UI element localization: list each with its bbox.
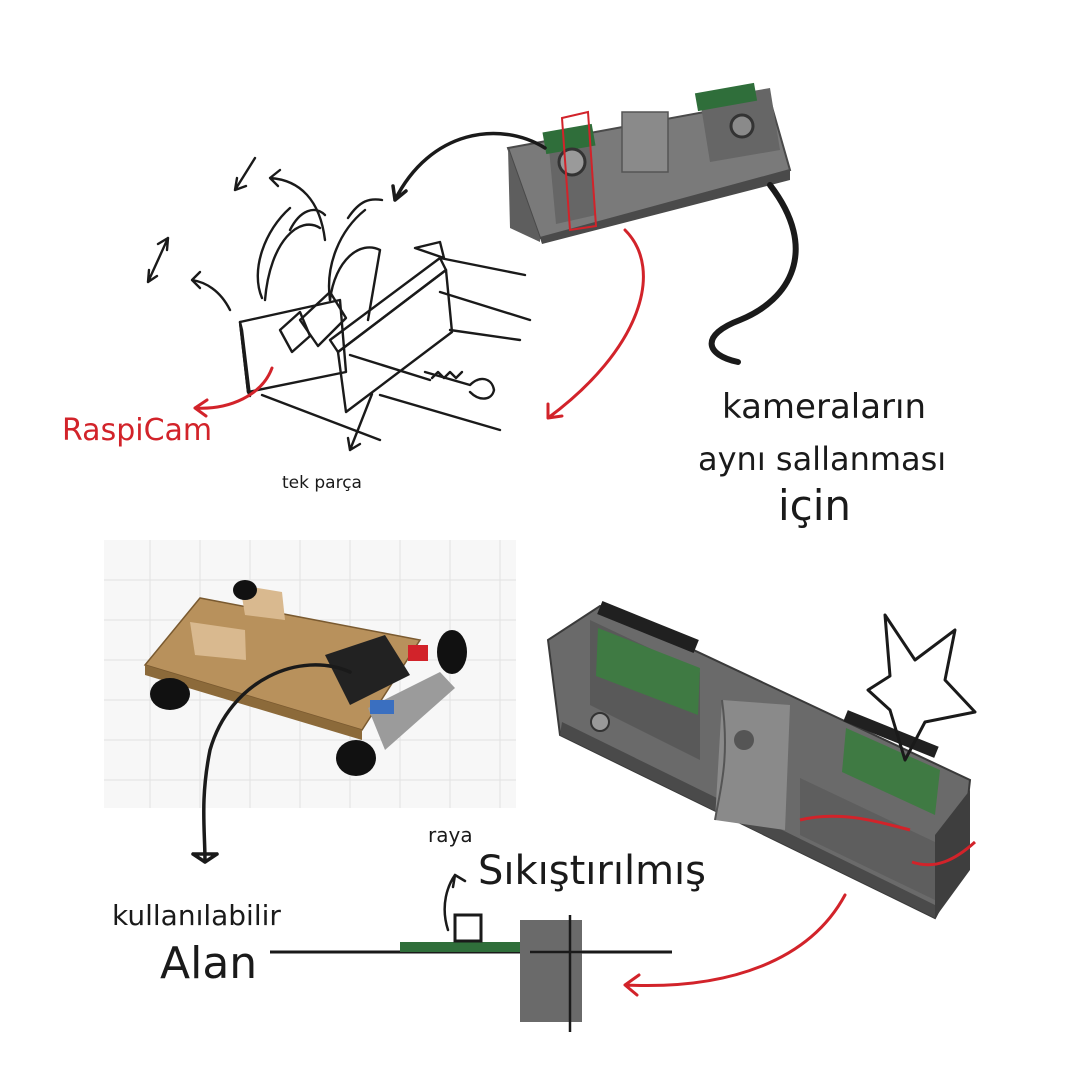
star-outline-icon (866, 613, 977, 762)
kamera-label-line2: aynı sallanması (698, 440, 946, 478)
render-to-sketch-arrow (391, 131, 547, 202)
profile-diagram (270, 873, 672, 1032)
raspicam-label: RaspiCam (62, 413, 212, 448)
to-kamera-arrow (708, 182, 799, 365)
sikistirilmis-label: Sıkıştırılmış (478, 848, 706, 894)
assembly-sketch (146, 156, 532, 452)
raya-label: raya (428, 823, 473, 847)
top-render-red-arrow (546, 228, 645, 420)
render-to-profile-red-arrow (623, 893, 847, 997)
raspicam-arrow (193, 366, 274, 418)
car-to-alan-arrow (191, 663, 352, 864)
camera-mount-render-bottom (546, 601, 977, 920)
alan-label: Alan (160, 938, 257, 989)
kamera-label-line3: için (778, 481, 851, 530)
tek-parca-label: tek parça (282, 473, 362, 493)
kullanilabilir-label: kullanılabilir (112, 899, 281, 932)
kamera-label-line1: kameraların (722, 387, 926, 427)
camera-mount-render-top (506, 82, 792, 244)
car-render (104, 540, 516, 808)
